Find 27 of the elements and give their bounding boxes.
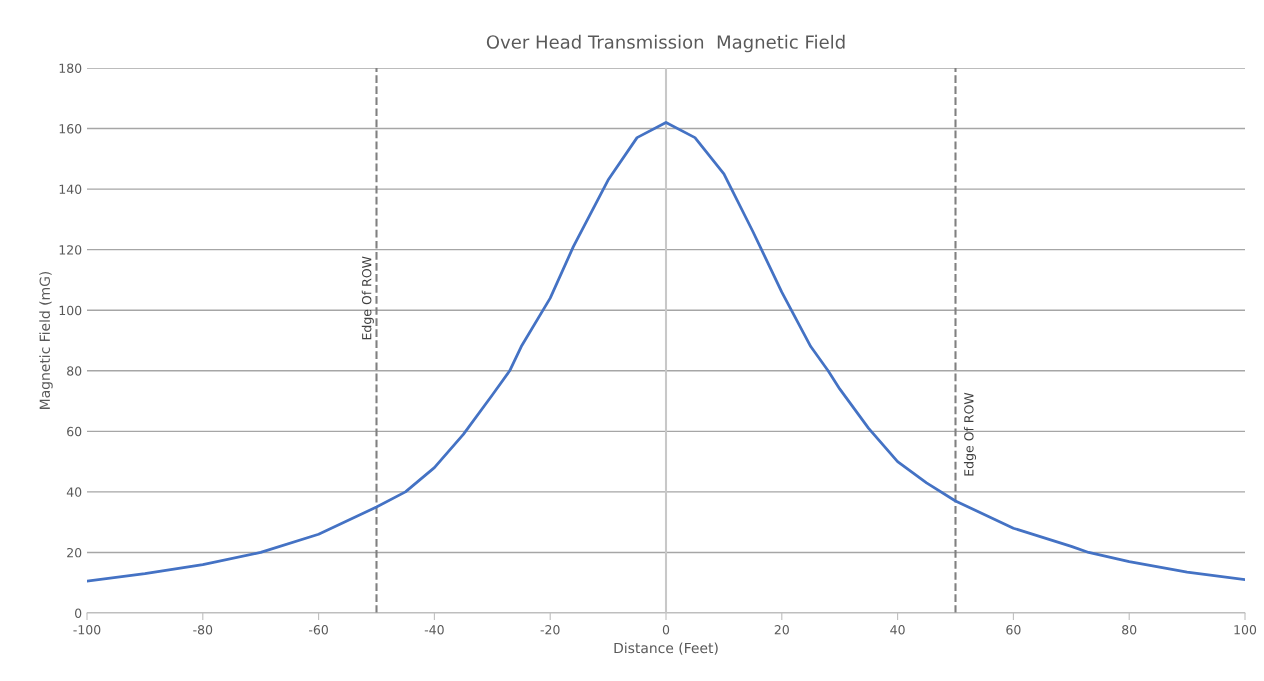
x-tick-label: 80 [1122,625,1137,635]
y-tick-label: 140 [59,184,82,195]
ref-line-label: Edge Of ROW [361,256,374,340]
x-tick-label: -20 [540,625,560,635]
x-tick-label: 20 [774,625,789,635]
y-tick-label: 160 [59,124,82,134]
x-tick-label: -40 [424,625,444,635]
x-tick-label: 40 [890,625,905,635]
y-tick-label: 120 [59,245,82,255]
x-tick-label: 60 [1006,625,1021,635]
x-tick-label: 0 [662,625,670,635]
x-axis-title: Distance (Feet) [614,642,718,655]
y-tick-label: 40 [66,487,82,497]
y-tick-label: 80 [67,366,82,376]
y-tick-label: 0 [75,608,82,618]
x-tick-label: 100 [1234,625,1257,635]
y-axis-title: Magnetic Field (mG) [39,271,53,409]
ref-line-label: Edge Of ROW [963,392,977,476]
chart-title: Over Head Transmission Magnetic Field [486,34,845,53]
x-tick-label: -60 [309,625,328,635]
y-tick-label: 100 [59,305,82,316]
y-tick-label: 20 [67,547,82,558]
y-tick-label: 60 [67,426,82,437]
y-tick-label: 180 [59,63,82,73]
x-tick-label: -100 [73,625,101,635]
line-series [87,121,1245,583]
x-tick-label: -80 [193,625,213,635]
